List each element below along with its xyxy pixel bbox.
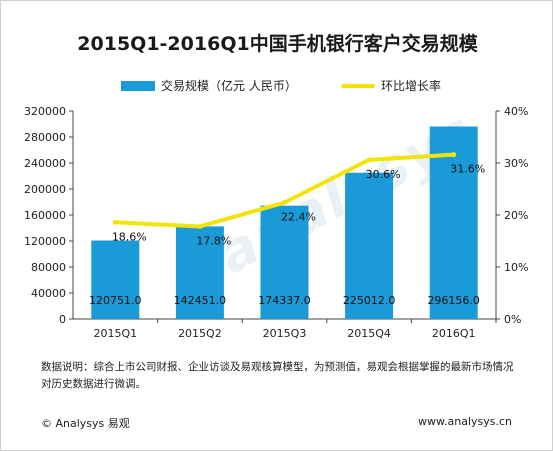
growth-rate-label: 18.6% bbox=[112, 230, 147, 243]
y-left-tick-label: 120000 bbox=[24, 235, 66, 248]
legend-line-swatch bbox=[341, 83, 375, 88]
bar bbox=[91, 240, 140, 319]
x-tick-label: 2015Q4 bbox=[347, 327, 391, 340]
y-right-tick-label: 20% bbox=[504, 209, 528, 222]
y-right-tick-label: 10% bbox=[504, 261, 528, 274]
y-left-tick-label: 160000 bbox=[24, 209, 66, 222]
legend-bar-swatch bbox=[121, 80, 155, 91]
growth-rate-point bbox=[282, 200, 287, 206]
growth-rate-label: 17.8% bbox=[196, 234, 231, 247]
legend-bar-label: 交易规模（亿元 人民币） bbox=[161, 79, 297, 93]
website-url: www.analysys.cn bbox=[418, 415, 512, 428]
bar-value-label: 174337.0 bbox=[258, 294, 311, 307]
y-left-tick-label: 280000 bbox=[24, 131, 66, 144]
x-tick-label: 2015Q3 bbox=[263, 327, 307, 340]
bar bbox=[175, 226, 224, 319]
growth-rate-label: 31.6% bbox=[450, 163, 485, 176]
y-left-tick-label: 0 bbox=[59, 313, 66, 326]
bar bbox=[345, 172, 394, 319]
x-tick-label: 2016Q1 bbox=[432, 327, 476, 340]
chart-title: 2015Q1-2016Q1中国手机银行客户交易规模 bbox=[77, 33, 478, 55]
x-tick-label: 2015Q1 bbox=[93, 327, 137, 340]
y-right-tick-label: 30% bbox=[504, 157, 528, 170]
y-left-tick-label: 40000 bbox=[31, 287, 66, 300]
legend: 交易规模（亿元 人民币） 环比增长率 bbox=[1, 77, 553, 93]
legend-item-bar: 交易规模（亿元 人民币） bbox=[121, 77, 297, 94]
growth-rate-label: 22.4% bbox=[281, 211, 316, 224]
growth-rate-label: 30.6% bbox=[366, 168, 401, 181]
growth-rate-point bbox=[112, 219, 118, 225]
legend-item-line: 环比增长率 bbox=[341, 77, 441, 94]
y-right-tick-label: 40% bbox=[504, 105, 528, 118]
bar-value-label: 296156.0 bbox=[427, 294, 480, 307]
bar-value-label: 142451.0 bbox=[174, 294, 227, 307]
x-tick-label: 2015Q2 bbox=[178, 327, 222, 340]
growth-rate-point bbox=[451, 152, 457, 158]
y-left-tick-label: 200000 bbox=[24, 183, 66, 196]
bar bbox=[260, 205, 309, 319]
y-left-tick-label: 320000 bbox=[24, 105, 66, 118]
y-right-tick-label: 0% bbox=[504, 313, 521, 326]
bar bbox=[429, 126, 478, 319]
data-footnote: 数据说明：综合上市公司财报、企业访谈及易观核算模型，为预测值，易观会根据掌握的最… bbox=[41, 361, 514, 390]
copyright: © Analysys 易观 bbox=[41, 417, 130, 430]
y-left-tick-label: 240000 bbox=[24, 157, 66, 170]
legend-line-label: 环比增长率 bbox=[381, 79, 442, 93]
combo-chart: 0 40000 80000 120000 160000 200000 240000 28000… bbox=[24, 105, 528, 340]
bar-value-label: 225012.0 bbox=[343, 294, 396, 307]
growth-rate-point bbox=[366, 157, 372, 163]
growth-rate-point bbox=[197, 223, 203, 229]
bar-value-label: 120751.0 bbox=[89, 294, 142, 307]
y-left-tick-label: 80000 bbox=[31, 261, 66, 274]
